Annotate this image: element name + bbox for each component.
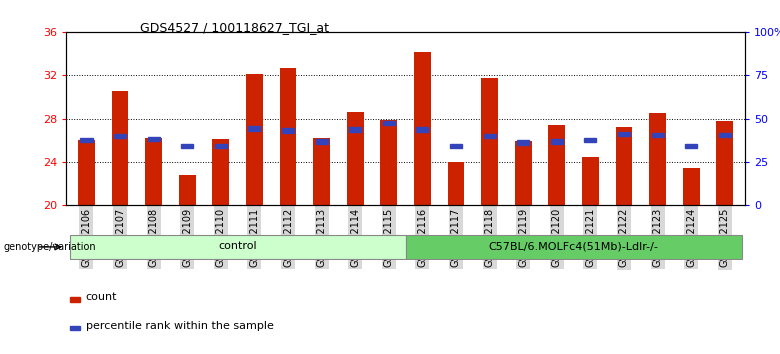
Bar	[145, 138, 162, 205]
Bar	[70, 297, 80, 302]
Text: C57BL/6.MOLFc4(51Mb)-Ldlr-/-: C57BL/6.MOLFc4(51Mb)-Ldlr-/-	[488, 241, 658, 251]
Bar	[649, 113, 666, 205]
Bar	[347, 112, 363, 205]
Bar	[112, 91, 129, 205]
Bar	[147, 137, 160, 141]
Bar	[414, 52, 431, 205]
Bar	[481, 79, 498, 205]
Bar	[69, 235, 406, 259]
Bar	[484, 134, 495, 138]
Bar	[248, 126, 261, 131]
Bar	[651, 133, 664, 137]
Bar	[716, 121, 733, 205]
Bar	[282, 129, 294, 133]
Bar	[70, 326, 80, 330]
Bar	[215, 143, 227, 148]
Bar	[515, 141, 532, 205]
Text: genotype/variation: genotype/variation	[4, 242, 97, 252]
Bar	[181, 143, 193, 148]
Bar	[718, 133, 731, 137]
Bar	[80, 138, 93, 142]
Bar	[582, 156, 599, 205]
Text: count: count	[86, 292, 117, 302]
Bar	[316, 139, 328, 143]
Bar	[314, 138, 330, 205]
Bar	[417, 127, 428, 132]
Bar	[212, 139, 229, 205]
Bar	[406, 235, 742, 259]
Bar	[450, 143, 462, 148]
Bar	[381, 120, 397, 205]
Bar	[114, 134, 126, 138]
Bar	[448, 162, 464, 205]
Bar	[383, 121, 395, 125]
Bar	[78, 140, 95, 205]
Bar	[584, 138, 597, 142]
Bar	[551, 139, 563, 143]
Bar	[279, 68, 296, 205]
Bar	[682, 169, 700, 205]
Bar	[349, 127, 361, 132]
Text: percentile rank within the sample: percentile rank within the sample	[86, 321, 274, 331]
Text: GDS4527 / 100118627_TGI_at: GDS4527 / 100118627_TGI_at	[140, 21, 328, 34]
Bar	[618, 132, 630, 136]
Text: control: control	[218, 241, 257, 251]
Bar	[179, 175, 196, 205]
Bar	[615, 127, 633, 205]
Bar	[517, 140, 529, 144]
Bar	[548, 125, 565, 205]
Bar	[246, 74, 263, 205]
Bar	[685, 143, 697, 148]
